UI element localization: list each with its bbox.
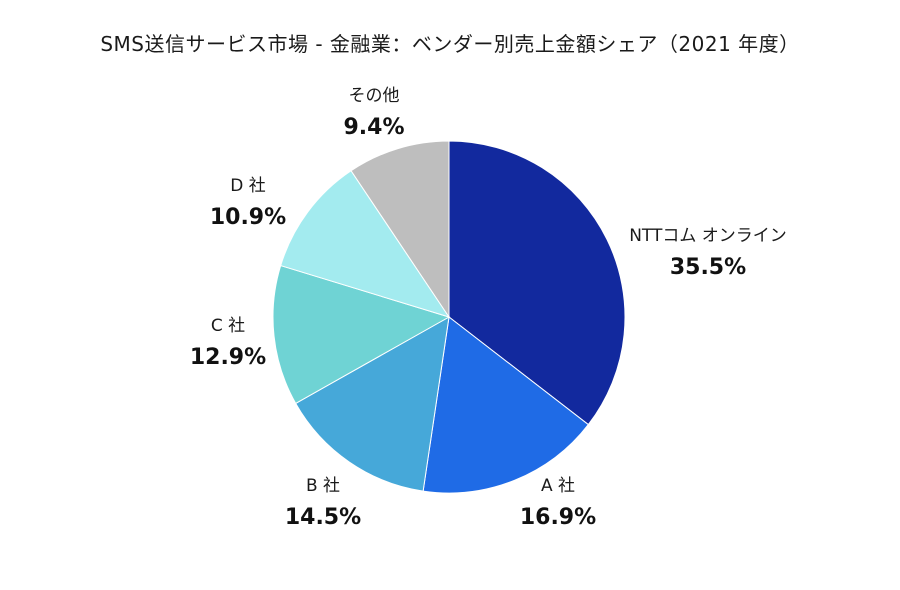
slice-percentage: 35.5% (669, 255, 747, 280)
slice-percentage: 16.9% (519, 505, 597, 530)
slice-label-1: NTTコム オンライン 35.5% (629, 228, 787, 279)
slice-percentage: 9.4% (343, 115, 405, 140)
slice-label-6: その他 9.4% (343, 88, 404, 139)
slice-name: D 社 (230, 176, 266, 196)
pie-slice-6 (350, 140, 450, 319)
pie-slice-4 (272, 264, 451, 405)
slice-name: NTTコム オンライン (629, 226, 787, 246)
pie-slice-2 (422, 316, 590, 494)
pie-slice-3 (294, 316, 450, 492)
slice-name: その他 (348, 86, 400, 106)
pie-slice-5 (280, 170, 451, 318)
slice-percentage: 14.5% (284, 505, 362, 530)
slice-label-3: B 社 14.5% (285, 478, 361, 529)
slice-name: C 社 (210, 316, 246, 336)
pie-slices (272, 140, 626, 494)
pie-slice-1 (448, 140, 626, 426)
chart-title: SMS送信サービス市場 - 金融業：ベンダー別売上金額シェア（2021 年度） (100, 32, 800, 56)
slice-percentage: 10.9% (209, 205, 287, 230)
slice-label-2: A 社 16.9% (520, 478, 596, 529)
slice-percentage: 12.9% (189, 345, 267, 370)
slice-name: A 社 (540, 476, 576, 496)
slice-label-4: C 社 12.9% (190, 318, 266, 369)
slice-label-5: D 社 10.9% (210, 178, 286, 229)
slice-name: B 社 (305, 476, 341, 496)
